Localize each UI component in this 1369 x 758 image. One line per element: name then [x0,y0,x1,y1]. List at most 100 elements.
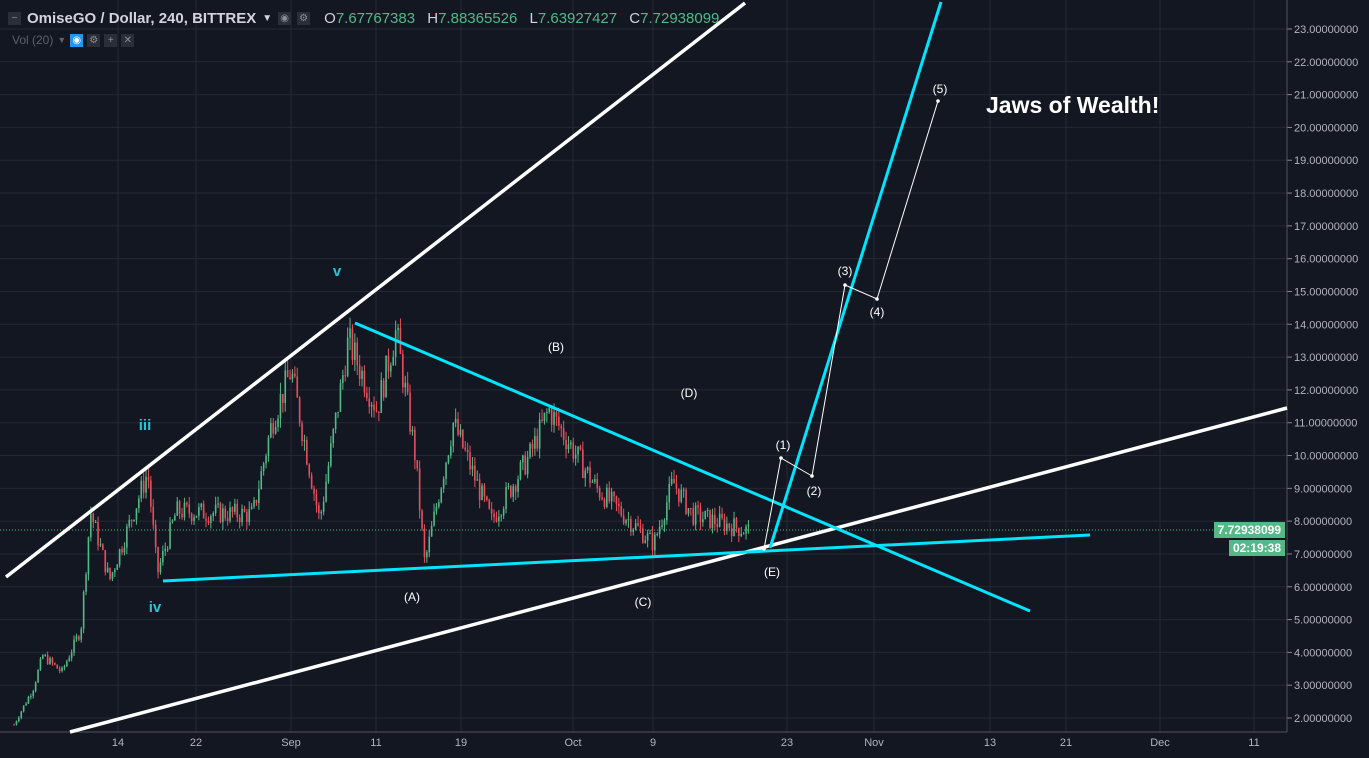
candle-body [397,328,399,331]
candle-body [121,549,123,553]
candle-body [166,548,169,550]
candle-body [411,429,414,432]
candle-body [495,517,498,522]
eye-icon[interactable]: ◉ [278,12,292,25]
candle-body [673,478,675,484]
x-tick-label: 21 [1060,737,1072,749]
candle-body [241,508,243,523]
candle-body [459,429,462,435]
candle-body [486,496,488,500]
volume-label[interactable]: Vol (20) [12,33,54,47]
plus-icon[interactable]: + [104,33,118,47]
candle-body [428,536,431,553]
candle-body [481,485,483,500]
candle-body [529,443,531,458]
candle-body [730,528,733,536]
candle-body [253,500,255,507]
candle-body [226,518,229,521]
candle-body [162,550,164,563]
chevron-down-icon[interactable]: ▼ [57,35,67,45]
abc-label: (B) [548,340,564,354]
candle-body [37,670,39,683]
candle-body [193,517,195,521]
y-tick-label: 8.00000000 [1294,516,1352,528]
candle-body [243,508,246,512]
candle-body [15,721,18,725]
candle-body [594,479,596,482]
candle-body [469,452,471,470]
abc-label: (A) [404,590,420,604]
wave-point [762,547,766,551]
y-tick-label: 10.00000000 [1294,451,1358,463]
candle-body [277,418,279,428]
gear-icon[interactable]: ⚙ [297,12,311,25]
candle-body [330,443,332,466]
candle-body [543,412,546,421]
candle-body [522,455,524,463]
wave-point [843,283,847,287]
y-tick-label: 22.00000000 [1294,57,1358,69]
candle-body [20,711,23,718]
candle-body [282,393,284,404]
volume-legend: Vol (20) ▼ ◉ ⚙ + ✕ [12,33,135,47]
candle-body [310,475,313,489]
candle-body [61,667,63,672]
trend-line-cyan [354,321,1031,613]
candle-body [154,524,157,548]
candle-body [670,478,673,484]
gear-icon[interactable]: ⚙ [87,33,101,47]
candle-body [579,446,582,450]
candle-body [116,564,119,570]
candle-body [54,663,56,665]
candle-body [325,481,327,502]
chevron-down-icon[interactable]: ▼ [262,13,273,24]
candle-body [630,519,632,532]
candle-body [466,449,469,453]
trend-line-white [4,1,747,579]
candle-body [675,483,678,489]
candle-body [363,370,366,393]
x-tick-label: 14 [112,737,124,749]
symbol-title[interactable]: OmiseGO / Dollar, 240, BITTREX [27,10,257,27]
y-tick-label: 12.00000000 [1294,385,1358,397]
candle-body [42,655,44,659]
trend-line-cyan [162,533,1091,583]
candle-body [651,532,654,551]
close-icon[interactable]: ✕ [121,33,135,47]
wave-point [936,99,940,103]
candle-body [85,574,87,592]
candle-body [668,483,671,503]
candle-body [382,380,385,398]
candle-body [394,330,397,357]
y-tick-label: 13.00000000 [1294,352,1358,364]
eye-icon[interactable]: ◉ [70,33,84,47]
y-tick-label: 2.00000000 [1294,713,1352,725]
candle-body [342,375,344,384]
x-tick-label: 11 [370,737,381,749]
candle-body [694,505,697,525]
candle-body [418,468,421,511]
x-tick-label: 13 [984,737,996,749]
trend-line-white [69,406,1288,734]
candle-body [742,533,745,535]
candle-body [500,515,503,517]
candle-body [313,488,315,494]
candle-body [222,508,224,523]
candle-body [452,422,455,447]
candle-body [572,442,575,459]
impulse-label: (1) [776,438,791,452]
candle-body [526,457,529,475]
candle-body [414,429,416,461]
x-tick-label: Sep [281,737,301,749]
candle-body [510,485,512,497]
candle-body [368,398,371,407]
y-tick-label: 7.00000000 [1294,549,1352,561]
candle-body [438,502,440,507]
candle-body [231,507,234,512]
candle-body [524,455,527,475]
candle-body [366,392,368,399]
candle-body [625,520,627,524]
collapse-icon[interactable]: − [8,12,21,25]
